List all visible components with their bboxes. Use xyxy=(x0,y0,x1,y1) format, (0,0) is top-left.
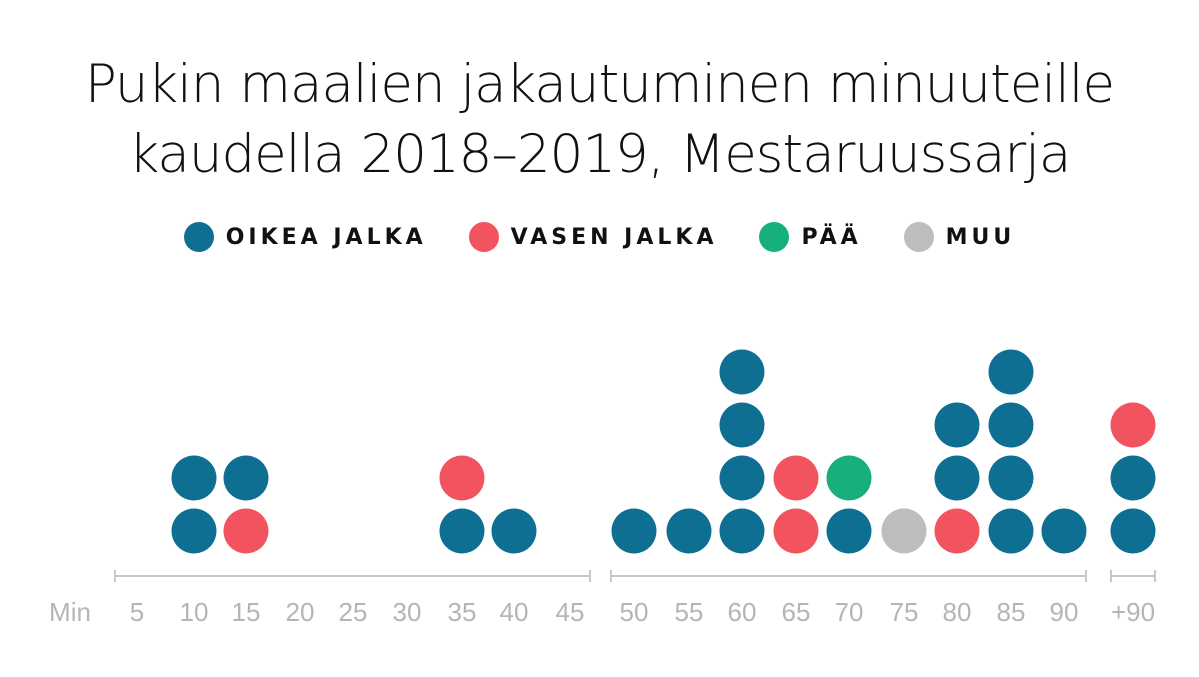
tick-label-75: 75 xyxy=(890,597,919,627)
tick-label-60: 60 xyxy=(728,597,757,627)
goal-dot-85-4-oikea xyxy=(988,349,1034,395)
tick-label-40: 40 xyxy=(500,597,529,627)
goal-dot-15-2-oikea xyxy=(223,455,269,501)
goal-dot-10-2-oikea xyxy=(171,455,217,501)
goal-dot-plus90-2-oikea xyxy=(1110,455,1156,501)
goal-dot-50-1-oikea xyxy=(611,508,657,554)
goal-dot-35-2-vasen xyxy=(439,455,485,501)
goal-dot-60-1-oikea xyxy=(719,508,765,554)
goal-dot-60-3-oikea xyxy=(719,402,765,448)
tick-label-20: 20 xyxy=(286,597,315,627)
title-line-1: Pukin maalien jakautuminen minuuteille xyxy=(84,54,1115,115)
tick-label-70: 70 xyxy=(835,597,864,627)
goal-dot-85-3-oikea xyxy=(988,402,1034,448)
legend-dot-vasen xyxy=(468,222,499,252)
goal-dot-plus90-3-vasen xyxy=(1110,402,1156,448)
legend-label-muu: MUU xyxy=(945,224,1016,250)
tick-label-90: 90 xyxy=(1050,597,1079,627)
tick-label-15: 15 xyxy=(232,597,261,627)
tick-label-plus90: +90 xyxy=(1111,597,1155,627)
legend-item-paa: PÄÄ xyxy=(759,222,861,252)
goal-dot-85-1-oikea xyxy=(988,508,1034,554)
legend-dot-muu xyxy=(903,222,934,252)
legend-dot-paa xyxy=(759,222,790,252)
goal-dot-40-1-oikea xyxy=(491,508,537,554)
goal-dot-60-4-oikea xyxy=(719,349,765,395)
legend-item-vasen: VASEN JALKA xyxy=(468,222,718,252)
title-line-2: kaudella 2018–2019, Mestaruussarja xyxy=(128,124,1072,185)
goal-dot-35-1-oikea xyxy=(439,508,485,554)
goal-dot-70-1-oikea xyxy=(826,508,872,554)
legend-item-muu: MUU xyxy=(903,222,1016,252)
goal-dot-65-1-vasen xyxy=(773,508,819,554)
goal-dot-80-2-oikea xyxy=(934,455,980,501)
tick-label-80: 80 xyxy=(943,597,972,627)
tick-label-30: 30 xyxy=(393,597,422,627)
legend-dot-oikea xyxy=(183,222,214,252)
goal-dot-80-3-oikea xyxy=(934,402,980,448)
goal-dot-60-2-oikea xyxy=(719,455,765,501)
legend: OIKEA JALKA VASEN JALKA PÄÄ MUU xyxy=(0,222,1199,252)
legend-label-oikea: OIKEA JALKA xyxy=(225,224,427,250)
goal-dot-plus90-1-oikea xyxy=(1110,508,1156,554)
tick-label-65: 65 xyxy=(782,597,811,627)
goal-dot-90-1-oikea xyxy=(1041,508,1087,554)
axis-label-min: Min xyxy=(49,597,91,627)
goal-dot-15-1-vasen xyxy=(223,508,269,554)
goal-dot-10-1-oikea xyxy=(171,508,217,554)
legend-label-vasen: VASEN JALKA xyxy=(510,224,718,250)
goal-dot-85-2-oikea xyxy=(988,455,1034,501)
tick-label-10: 10 xyxy=(180,597,209,627)
goal-dot-75-1-muu xyxy=(881,508,927,554)
tick-label-85: 85 xyxy=(997,597,1026,627)
chart-title: Pukin maalien jakautuminen minuuteille k… xyxy=(0,50,1199,190)
goal-dot-65-2-vasen xyxy=(773,455,819,501)
legend-item-oikea: OIKEA JALKA xyxy=(183,222,427,252)
goal-dot-55-1-oikea xyxy=(666,508,712,554)
tick-label-55: 55 xyxy=(675,597,704,627)
goal-dot-70-2-paa xyxy=(826,455,872,501)
tick-label-25: 25 xyxy=(339,597,368,627)
tick-label-50: 50 xyxy=(620,597,649,627)
tick-label-45: 45 xyxy=(556,597,585,627)
legend-label-paa: PÄÄ xyxy=(801,224,862,250)
tick-label-5: 5 xyxy=(130,597,144,627)
goal-dot-80-1-vasen xyxy=(934,508,980,554)
tick-label-35: 35 xyxy=(448,597,477,627)
